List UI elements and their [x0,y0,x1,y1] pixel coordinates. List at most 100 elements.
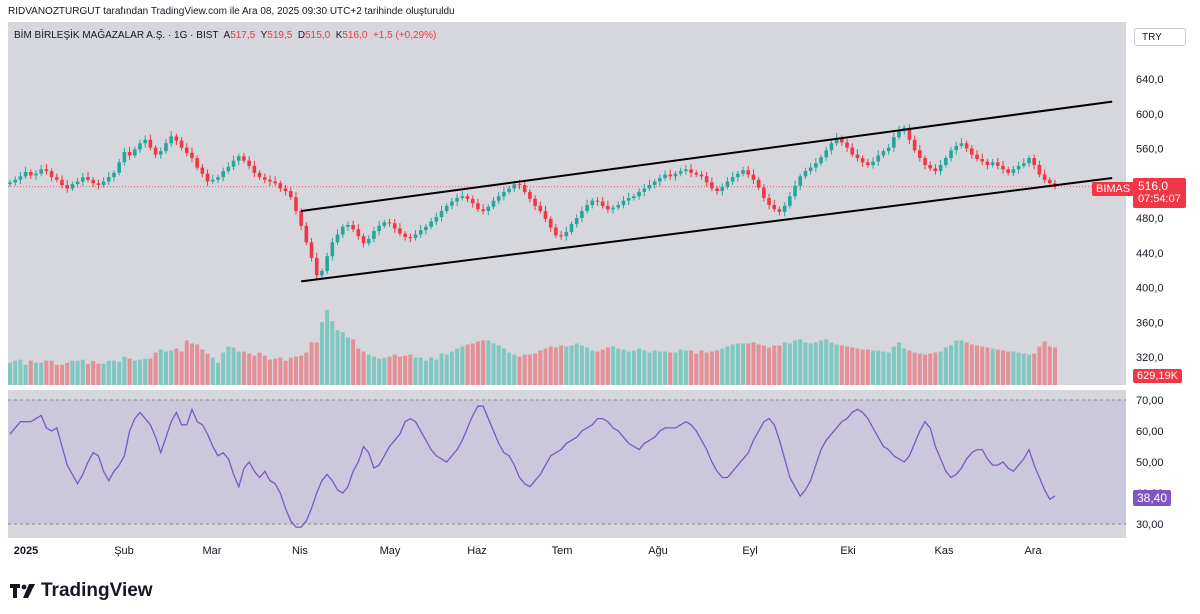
candle-body [158,151,163,155]
candle-body [996,162,1000,166]
candle-body [970,148,974,155]
volume-bar [345,337,350,385]
volume-bar [574,343,579,385]
legend-low: 515,0 [305,30,331,41]
volume-bar [522,354,527,385]
candle-body [153,147,158,155]
volume-bar [959,340,964,385]
volume-bar [569,345,574,385]
candle-body [450,201,454,206]
price-axis[interactable] [1126,22,1200,542]
volume-bar [964,342,969,385]
candle-body [221,171,225,178]
candle-body [824,150,829,158]
volume-bar [590,350,595,385]
candle-body [923,158,927,166]
time-tick-label: Nis [292,545,308,557]
candle-body [377,225,381,232]
rsi-tick-label: 60,00 [1136,426,1164,438]
volume-bar [1006,351,1011,385]
volume-bar [387,356,392,385]
candle-body [382,222,387,226]
volume-bar [106,360,111,385]
candle-body [944,158,948,166]
candle-body [543,211,548,219]
candle-body [434,217,439,222]
price-tick-label: 400,0 [1136,283,1164,295]
candle-body [694,172,699,175]
time-tick-label: Eki [840,545,855,557]
candle-body [606,205,610,210]
candle-body [569,224,574,232]
candle-body [621,200,626,205]
rsi-tag: 38,40 [1133,490,1172,506]
volume-bar [174,348,179,385]
candle-body [876,155,881,162]
rsi-tick-label: 70,00 [1136,395,1164,407]
volume-bar [891,346,896,385]
currency-button[interactable]: TRY [1134,28,1186,46]
main-chart-pane[interactable] [8,22,1126,385]
volume-bar [392,354,397,385]
volume-bar [902,348,907,385]
volume-bar [860,349,865,385]
volume-bar [652,350,657,385]
volume-bar [730,344,735,385]
candle-body [834,138,839,144]
volume-bar [980,346,985,385]
ticker-tag: BIMAS [1092,182,1135,196]
volume-bar [221,352,226,385]
candle-body [496,196,501,201]
volume-bar [689,350,694,385]
candle-body [460,196,465,199]
volume-bar [824,339,829,385]
candle-body [491,200,496,207]
volume-bar [595,351,600,385]
volume-bar [735,343,740,385]
volume-bar [933,352,938,385]
volume-bar [517,356,522,385]
candle-body [788,196,792,206]
volume-bar [637,348,642,385]
candle-body [231,160,236,167]
candle-body [418,230,423,235]
candle-body [91,179,95,184]
candle-body [751,174,756,180]
volume-bar [694,353,699,385]
volume-bar [449,351,454,385]
volume-bar [304,352,309,385]
candle-body [611,207,615,210]
tradingview-logo[interactable]: TradingView [10,580,153,602]
candle-body [777,209,782,212]
volume-bar [205,353,210,385]
candle-body [652,181,657,185]
candle-body [190,152,194,159]
time-tick-label: Tem [552,545,573,557]
candle-body [424,226,428,231]
volume-bar [975,345,980,385]
candle-body [689,169,693,173]
volume-bar [793,340,798,385]
candle-body [772,204,777,210]
volume-bar [813,342,818,385]
candle-body [642,188,647,192]
volume-bar [772,345,777,385]
candle-body [444,205,449,212]
volume-bar [1001,350,1006,385]
volume-bar [153,352,158,385]
price-tick-label: 320,0 [1136,352,1164,364]
volume-bar [137,359,142,385]
volume-bar [527,354,532,385]
candle-body [366,238,371,244]
volume-bar [819,340,824,385]
candle-body [257,172,262,178]
volume-bar [538,350,543,385]
volume-bar [273,358,278,385]
volume-bar [169,350,174,385]
candle-body [216,177,220,180]
volume-bar [938,351,943,385]
volume-bar [501,348,506,385]
volume-bar [923,354,928,385]
volume-bar [954,340,959,385]
rsi-tick-label: 50,00 [1136,457,1164,469]
